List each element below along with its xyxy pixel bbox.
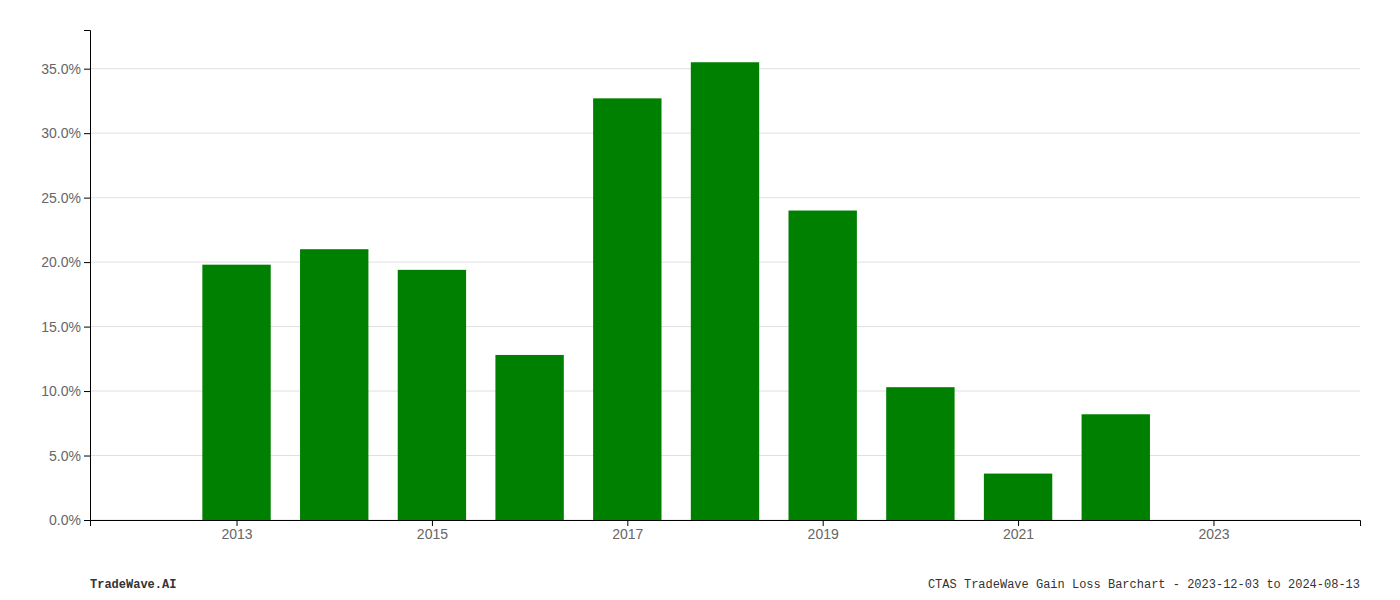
- y-tick-mark: [84, 456, 90, 457]
- bar: [593, 98, 661, 520]
- x-tick: 2021: [1003, 520, 1034, 542]
- y-tick-mark: [84, 520, 90, 521]
- bar: [691, 62, 759, 520]
- y-axis: 0.0% 5.0% 10.0% 15.0% 20.0% 25.0% 30.0% 35.0%: [41, 31, 90, 528]
- x-tick-label: 2015: [417, 526, 448, 542]
- x-axis: 2013 2015 2017 2019 2021 2023: [91, 520, 1361, 542]
- bar: [495, 355, 563, 520]
- y-tick: 0.0%: [49, 512, 90, 528]
- x-tick: 2017: [612, 520, 643, 542]
- bar: [789, 211, 857, 520]
- y-tick-label: 5.0%: [49, 448, 81, 464]
- y-tick: 25.0%: [41, 190, 90, 206]
- footer-left: TradeWave.AI: [90, 578, 176, 592]
- x-axis-line: [91, 521, 1361, 527]
- y-axis-line: [84, 31, 91, 521]
- x-tick-label: 2017: [612, 526, 643, 542]
- bar: [984, 474, 1052, 520]
- y-tick-mark: [84, 262, 90, 263]
- y-tick: 20.0%: [41, 254, 90, 270]
- x-tick: 2015: [417, 520, 448, 542]
- chart: 2013 2015 2017 2019 2021 2023 0.0% 5.0% 10.0% 15.…: [0, 0, 1400, 600]
- y-tick: 10.0%: [41, 383, 90, 399]
- bar: [886, 387, 954, 520]
- x-tick-label: 2021: [1003, 526, 1034, 542]
- bar: [398, 270, 466, 520]
- y-tick-mark: [84, 69, 90, 70]
- y-tick: 35.0%: [41, 61, 90, 77]
- x-tick: 2013: [221, 520, 252, 542]
- y-tick: 5.0%: [49, 448, 90, 464]
- x-tick-label: 2023: [1198, 526, 1229, 542]
- y-tick-label: 10.0%: [41, 383, 81, 399]
- y-tick-mark: [84, 133, 90, 134]
- y-tick: 30.0%: [41, 125, 90, 141]
- x-tick: 2019: [808, 520, 839, 542]
- x-tick-label: 2013: [221, 526, 252, 542]
- bar: [1082, 414, 1150, 520]
- y-tick-label: 35.0%: [41, 61, 81, 77]
- bar: [202, 265, 270, 520]
- y-tick-label: 25.0%: [41, 190, 81, 206]
- y-tick: 15.0%: [41, 319, 90, 335]
- bars: [202, 62, 1150, 520]
- plot: 2013 2015 2017 2019 2021 2023 0.0% 5.0% 10.0% 15.…: [41, 31, 1360, 542]
- y-tick-label: 30.0%: [41, 125, 81, 141]
- y-tick-mark: [84, 391, 90, 392]
- x-tick: 2023: [1198, 520, 1229, 542]
- footer-right: CTAS TradeWave Gain Loss Barchart - 2023…: [928, 578, 1360, 592]
- y-tick-label: 15.0%: [41, 319, 81, 335]
- x-tick-label: 2019: [808, 526, 839, 542]
- y-tick-label: 20.0%: [41, 254, 81, 270]
- y-tick-mark: [84, 198, 90, 199]
- y-tick-mark: [84, 327, 90, 328]
- bar: [300, 249, 368, 520]
- y-tick-label: 0.0%: [49, 512, 81, 528]
